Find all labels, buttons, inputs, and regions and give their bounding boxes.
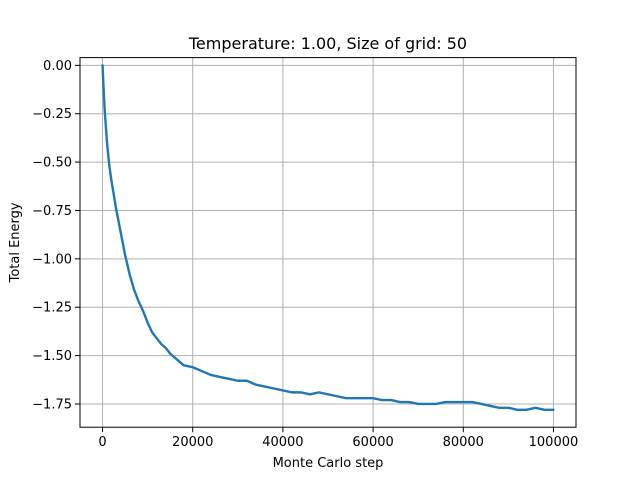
x-tick-label: 20000 [172,435,213,450]
chart-title: Temperature: 1.00, Size of grid: 50 [188,34,467,53]
y-tick-label: −1.25 [32,301,72,316]
x-tick-label: 0 [98,435,106,450]
y-tick-label: −1.75 [32,397,72,412]
y-tick-label: −1.50 [32,349,72,364]
x-tick-label: 100000 [529,435,579,450]
y-tick-label: −1.00 [32,252,72,267]
plot-frame [79,57,577,428]
x-tick-label: 60000 [352,435,393,450]
y-tick-label: 0.00 [43,59,72,74]
y-tick-label: −0.75 [32,204,72,219]
series-layer [101,64,555,411]
y-tick-label: −0.50 [32,156,72,171]
axis-ticks: 0 20000 40000 60000 80000 100000 0.00 −0.25 −0.5… [32,59,578,450]
x-axis-label: Monte Carlo step [273,456,384,471]
x-tick-label: 40000 [262,435,303,450]
y-tick-label: −0.25 [32,107,72,122]
x-tick-label: 80000 [443,435,484,450]
energy-series-line [101,64,555,411]
grid [80,57,576,428]
y-axis-label: Total Energy [8,202,23,283]
